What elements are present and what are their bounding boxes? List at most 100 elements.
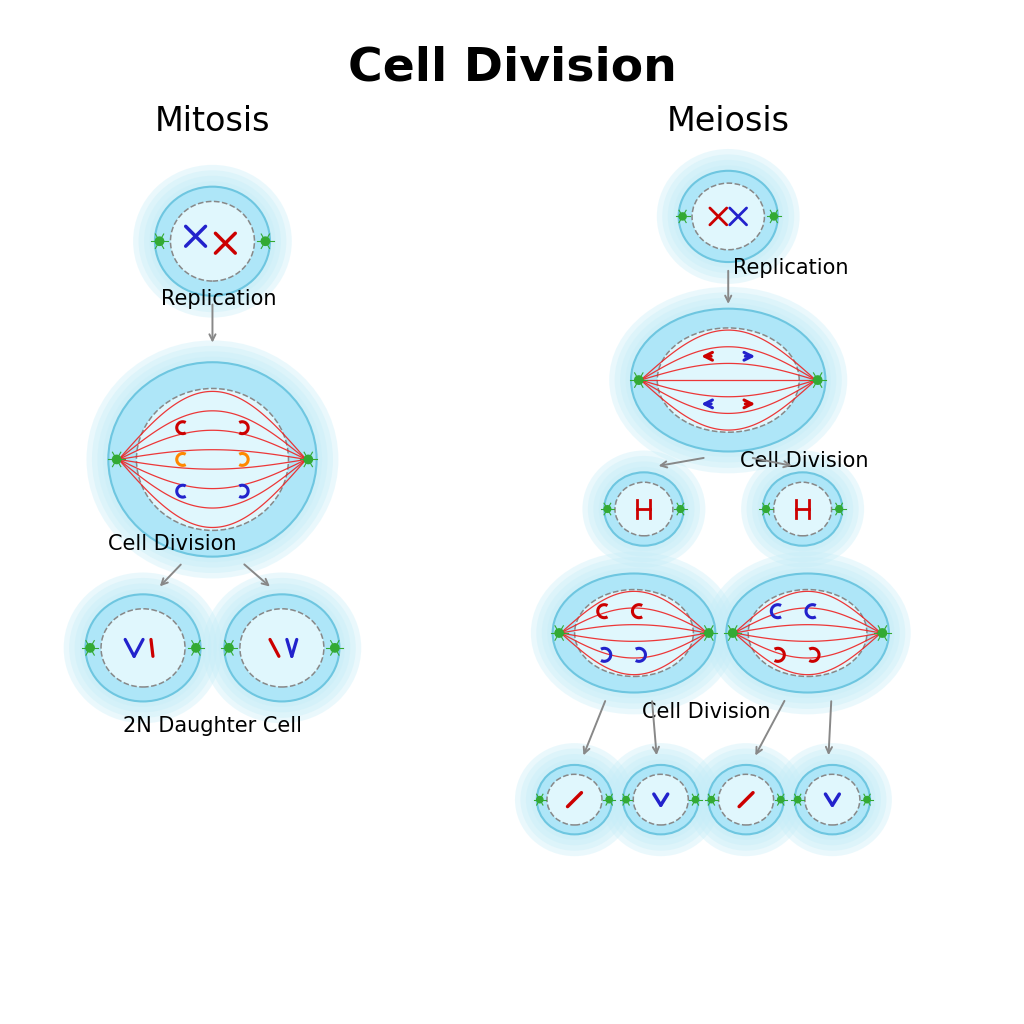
Ellipse shape <box>542 562 726 703</box>
Circle shape <box>879 629 887 637</box>
Ellipse shape <box>203 572 361 723</box>
Ellipse shape <box>679 171 778 262</box>
Ellipse shape <box>213 584 350 713</box>
Ellipse shape <box>583 451 706 567</box>
Ellipse shape <box>795 765 870 835</box>
Ellipse shape <box>614 292 842 468</box>
Ellipse shape <box>783 754 881 845</box>
Ellipse shape <box>790 760 876 840</box>
Circle shape <box>156 237 164 246</box>
Circle shape <box>677 506 684 512</box>
Ellipse shape <box>604 472 684 546</box>
Circle shape <box>635 376 643 384</box>
Ellipse shape <box>621 298 837 463</box>
Ellipse shape <box>607 749 715 851</box>
Ellipse shape <box>101 609 185 687</box>
Text: Replication: Replication <box>733 258 849 278</box>
Ellipse shape <box>588 456 700 562</box>
Ellipse shape <box>138 170 287 312</box>
Circle shape <box>864 797 870 803</box>
Ellipse shape <box>657 328 799 432</box>
Ellipse shape <box>702 760 790 840</box>
Circle shape <box>795 797 801 803</box>
Ellipse shape <box>673 165 783 267</box>
Ellipse shape <box>749 590 867 677</box>
Ellipse shape <box>626 303 830 457</box>
Ellipse shape <box>92 346 333 573</box>
Ellipse shape <box>537 557 732 709</box>
Ellipse shape <box>144 176 281 306</box>
Ellipse shape <box>109 362 316 557</box>
Circle shape <box>692 797 698 803</box>
Ellipse shape <box>709 765 783 835</box>
Ellipse shape <box>778 749 887 851</box>
Ellipse shape <box>752 462 853 557</box>
Ellipse shape <box>80 589 206 707</box>
Ellipse shape <box>136 388 289 530</box>
Ellipse shape <box>219 589 345 707</box>
Ellipse shape <box>686 743 806 856</box>
Circle shape <box>836 506 843 512</box>
Ellipse shape <box>63 572 222 723</box>
Ellipse shape <box>574 590 693 677</box>
Ellipse shape <box>668 160 788 273</box>
Ellipse shape <box>805 774 860 825</box>
Ellipse shape <box>705 552 910 715</box>
Ellipse shape <box>758 467 848 551</box>
Ellipse shape <box>692 183 765 250</box>
Ellipse shape <box>520 749 629 851</box>
Circle shape <box>679 213 686 220</box>
Ellipse shape <box>763 472 843 546</box>
Ellipse shape <box>553 573 716 692</box>
Circle shape <box>623 797 629 803</box>
Ellipse shape <box>593 462 694 557</box>
Ellipse shape <box>726 573 889 692</box>
Text: Cell Division: Cell Division <box>347 46 677 91</box>
Ellipse shape <box>526 754 623 845</box>
Text: Cell Division: Cell Division <box>109 534 237 554</box>
Ellipse shape <box>612 754 710 845</box>
Ellipse shape <box>70 578 217 718</box>
Ellipse shape <box>86 340 338 579</box>
Circle shape <box>777 797 784 803</box>
Circle shape <box>606 797 612 803</box>
Circle shape <box>813 376 822 384</box>
Circle shape <box>770 213 777 220</box>
Text: Cell Division: Cell Division <box>740 452 868 471</box>
Ellipse shape <box>663 155 795 279</box>
Circle shape <box>763 506 769 512</box>
Circle shape <box>191 644 200 652</box>
Ellipse shape <box>716 562 900 703</box>
Text: Meiosis: Meiosis <box>667 105 790 138</box>
Ellipse shape <box>773 743 892 856</box>
Circle shape <box>331 644 339 652</box>
Ellipse shape <box>741 451 864 567</box>
Ellipse shape <box>633 774 688 825</box>
Circle shape <box>86 644 94 652</box>
Ellipse shape <box>710 557 905 709</box>
Ellipse shape <box>774 482 831 536</box>
Ellipse shape <box>531 760 617 840</box>
Circle shape <box>709 797 715 803</box>
Ellipse shape <box>170 202 254 281</box>
Ellipse shape <box>746 456 859 562</box>
Circle shape <box>225 644 233 652</box>
Circle shape <box>555 629 563 637</box>
Ellipse shape <box>721 568 894 698</box>
Ellipse shape <box>547 568 721 698</box>
Ellipse shape <box>530 552 737 715</box>
Text: 2N Daughter Cell: 2N Daughter Cell <box>123 716 302 736</box>
Text: Mitosis: Mitosis <box>155 105 270 138</box>
Ellipse shape <box>692 749 800 851</box>
Circle shape <box>304 456 312 464</box>
Ellipse shape <box>208 578 355 718</box>
Ellipse shape <box>97 351 328 567</box>
Ellipse shape <box>547 774 602 825</box>
Circle shape <box>261 237 269 246</box>
Text: Cell Division: Cell Division <box>642 702 770 722</box>
Ellipse shape <box>85 594 201 701</box>
Ellipse shape <box>631 308 825 452</box>
Ellipse shape <box>537 765 612 835</box>
Circle shape <box>113 456 121 464</box>
Text: Replication: Replication <box>161 289 276 309</box>
